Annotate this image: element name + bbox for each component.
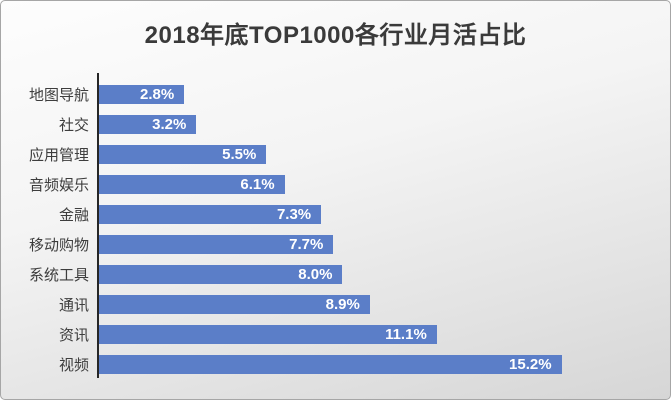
- chart-row: 社交 3.2%: [1, 109, 662, 139]
- bar: 5.5%: [99, 144, 267, 164]
- bar: 2.8%: [99, 84, 185, 104]
- chart-rows: 地图导航 2.8% 社交 3.2% 应用管理 5.5% 音频娱乐 6.1% 金融 7.3% 移动购物…: [1, 79, 662, 379]
- bar: 8.9%: [99, 294, 370, 314]
- category-label: 应用管理: [28, 146, 89, 164]
- category-label: 视频: [58, 356, 89, 374]
- bar-area: 2.8%: [99, 84, 662, 104]
- bar-area: 7.3%: [99, 204, 662, 224]
- chart-row: 移动购物 7.7%: [1, 229, 662, 259]
- category-label: 移动购物: [28, 236, 89, 254]
- category-label: 地图导航: [28, 86, 89, 104]
- chart-row: 音频娱乐 6.1%: [1, 169, 662, 199]
- chart-row: 金融 7.3%: [1, 199, 662, 229]
- value-label: 2.8%: [140, 85, 175, 103]
- value-label: 8.9%: [325, 295, 360, 313]
- chart-row: 地图导航 2.8%: [1, 79, 662, 109]
- bar-area: 8.0%: [99, 264, 662, 284]
- bar: 11.1%: [99, 324, 437, 344]
- bar-area: 7.7%: [99, 234, 662, 254]
- bar: 15.2%: [99, 354, 562, 374]
- bar-chart: 地图导航 2.8% 社交 3.2% 应用管理 5.5% 音频娱乐 6.1% 金融 7.3% 移动购物…: [1, 73, 670, 383]
- chart-row: 应用管理 5.5%: [1, 139, 662, 169]
- value-label: 7.7%: [289, 235, 324, 253]
- bar-area: 3.2%: [99, 114, 662, 134]
- value-label: 7.3%: [276, 205, 312, 223]
- category-label: 通讯: [58, 296, 89, 314]
- bar-area: 15.2%: [99, 354, 662, 374]
- chart-row: 资讯 11.1%: [1, 319, 662, 349]
- bar-area: 11.1%: [99, 324, 662, 344]
- bar: 8.0%: [99, 264, 343, 284]
- bar-area: 8.9%: [99, 294, 662, 314]
- bar-area: 6.1%: [99, 174, 662, 194]
- category-label: 音频娱乐: [28, 176, 89, 194]
- chart-row: 视频 15.2%: [1, 349, 662, 379]
- value-label: 6.1%: [240, 175, 275, 193]
- y-axis-line: [97, 73, 99, 378]
- category-label: 金融: [58, 206, 89, 224]
- category-label: 资讯: [58, 326, 89, 344]
- chart-row: 系统工具 8.0%: [1, 259, 662, 289]
- value-label: 11.1%: [385, 325, 427, 343]
- value-label: 5.5%: [222, 145, 257, 163]
- value-label: 3.2%: [152, 115, 187, 133]
- chart-row: 通讯 8.9%: [1, 289, 662, 319]
- bar: 6.1%: [99, 174, 285, 194]
- bar: 3.2%: [99, 114, 197, 134]
- bar: 7.7%: [99, 234, 334, 254]
- chart-title: 2018年底TOP1000各行业月活占比: [144, 22, 527, 49]
- bar: 7.3%: [99, 204, 322, 224]
- value-label: 15.2%: [509, 355, 552, 373]
- category-label: 系统工具: [28, 266, 89, 284]
- bar-area: 5.5%: [99, 144, 662, 164]
- value-label: 8.0%: [298, 265, 333, 283]
- category-label: 社交: [58, 116, 89, 134]
